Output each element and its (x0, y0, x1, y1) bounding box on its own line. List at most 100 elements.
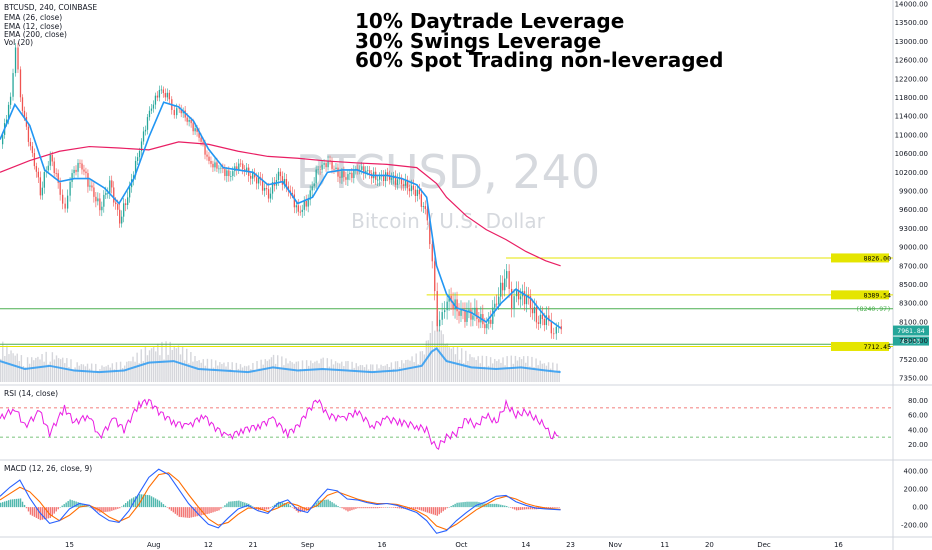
volume-bar (177, 345, 180, 382)
macd-histogram-bar (45, 507, 48, 519)
volume-bar (90, 363, 93, 382)
macd-histogram-bar (166, 507, 169, 508)
macd-histogram-bar (365, 507, 367, 509)
candle-body (158, 89, 161, 98)
candle-body (125, 203, 127, 205)
volume-bar (175, 348, 178, 382)
macd-histogram-bar (35, 507, 38, 518)
indicator-line-ema200[interactable]: EMA (200, close) (4, 30, 67, 39)
volume-bar (179, 354, 182, 382)
macd-histogram-bar (57, 507, 59, 510)
indicator-line-ema12[interactable]: EMA (12, close) (4, 22, 62, 31)
macd-histogram-bar (525, 507, 528, 510)
indicator-line-ema26[interactable]: EMA (26, close) (4, 13, 62, 22)
macd-histogram-bar (160, 502, 163, 508)
price-tick-label: 10200.00 (895, 169, 928, 177)
candle-body (69, 181, 71, 196)
macd-histogram-bar (529, 507, 532, 510)
candle-body (476, 307, 478, 320)
candle-body (313, 183, 315, 187)
candle-body (386, 172, 389, 177)
candle-body (271, 182, 274, 194)
volume-bar (454, 354, 457, 382)
candle-body (460, 309, 462, 316)
candle-body (388, 176, 391, 180)
candle-body (194, 128, 196, 132)
macd-histogram-bar (464, 501, 466, 508)
macd-histogram-bar (470, 501, 472, 508)
volume-bar (219, 362, 221, 382)
candle-body (190, 119, 192, 124)
macd-histogram-bar (500, 504, 502, 508)
volume-bar (105, 366, 107, 382)
volume-bar (310, 360, 312, 382)
volume-bar (128, 361, 130, 382)
candle-body (277, 171, 280, 180)
indicator-line-volume[interactable]: Vol (20) (4, 38, 33, 47)
macd-histogram-bar (554, 507, 556, 508)
candle-body (317, 169, 319, 171)
volume-bar (525, 362, 527, 382)
candle-body (134, 160, 137, 176)
volume-bar (502, 357, 504, 382)
candle-body (162, 89, 165, 94)
price-tick-label: 13000.00 (895, 38, 928, 46)
macd-histogram-bar (552, 507, 554, 508)
macd-histogram-bar (440, 507, 442, 513)
macd-histogram-bar (121, 506, 123, 508)
candle-body (244, 169, 246, 172)
macd-histogram-bar (549, 507, 552, 509)
volume-bar (537, 365, 539, 382)
volume-bar (312, 363, 314, 382)
macd-histogram-bar (105, 507, 107, 512)
volume-bar (41, 354, 43, 382)
volume-bar (130, 361, 132, 382)
candle-body (519, 296, 522, 300)
candle-body (265, 187, 268, 190)
macd-histogram-bar (190, 507, 192, 518)
volume-bar (487, 365, 490, 382)
volume-bar (270, 357, 273, 382)
macd-histogram-bar (283, 503, 286, 508)
volume-bar (31, 357, 33, 382)
volume-bar (173, 345, 176, 382)
candle-body (490, 319, 492, 324)
macd-title[interactable]: MACD (12, 26, close, 9) (4, 464, 92, 473)
macd-histogram-bar (59, 507, 61, 508)
candle-body (444, 310, 446, 313)
volume-bar (396, 361, 399, 382)
macd-histogram-bar (434, 507, 436, 516)
price-tick-label: 9600.00 (899, 206, 928, 214)
macd-histogram-bar (103, 507, 105, 513)
candle-body (53, 161, 55, 174)
volume-bar (260, 359, 262, 382)
macd-histogram-bar (502, 505, 504, 508)
candle-body (47, 165, 49, 171)
macd-histogram-bar (130, 498, 133, 508)
volume-bar (477, 356, 479, 382)
volume-bar (339, 363, 341, 382)
volume-bar (291, 362, 293, 382)
volume-bar (171, 350, 173, 382)
candle-body (369, 170, 371, 174)
macd-histogram-bar (267, 507, 270, 510)
macd-histogram-bar (79, 502, 81, 508)
macd-histogram-bar (339, 507, 341, 508)
time-tick-label: 15 (65, 541, 74, 549)
candle-body (400, 178, 403, 185)
candle-body (287, 186, 290, 191)
volume-bar (12, 353, 14, 382)
volume-bar (367, 369, 370, 382)
macd-histogram-bar (49, 507, 52, 518)
volume-bar (227, 362, 229, 382)
volume-bar (225, 366, 227, 382)
volume-bar (233, 370, 235, 382)
macd-histogram-bar (504, 505, 506, 508)
volume-bar (99, 369, 101, 382)
macd-histogram-bar (218, 507, 220, 511)
rsi-title[interactable]: RSI (14, close) (4, 389, 58, 398)
candle-body (285, 179, 288, 187)
candle-body (119, 209, 121, 224)
macd-histogram-bar (180, 507, 182, 518)
